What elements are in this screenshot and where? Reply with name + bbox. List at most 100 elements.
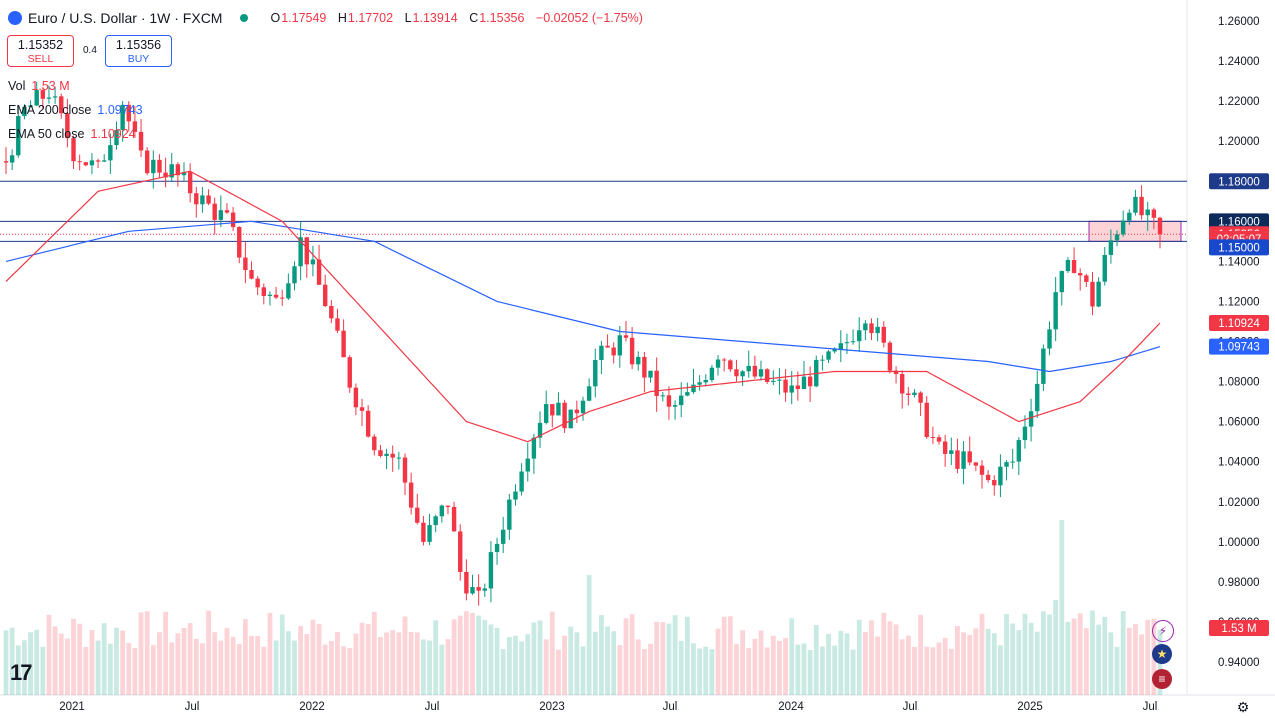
- y-tick-label: 1.12000: [1218, 296, 1260, 308]
- candle-body: [881, 326, 886, 343]
- volume-bar: [819, 646, 825, 695]
- candle-body: [648, 370, 653, 378]
- candle-body: [1090, 281, 1095, 307]
- euro-usd-flag-icon: [8, 11, 22, 25]
- candle-body: [365, 410, 371, 437]
- candle-body: [415, 507, 420, 523]
- ema200-legend[interactable]: EMA 200 close 1.09743: [8, 103, 143, 117]
- candle-body: [34, 90, 39, 106]
- candle-body: [593, 359, 598, 387]
- volume-bar: [310, 619, 316, 695]
- volume-bar: [273, 640, 279, 695]
- candle-body: [476, 587, 481, 591]
- volume-bar: [641, 649, 647, 695]
- volume-bar: [114, 627, 119, 695]
- candle-body: [341, 330, 346, 358]
- volume-bar: [163, 611, 168, 695]
- candle-body: [985, 474, 991, 481]
- sell-button[interactable]: 1.15352 SELL: [7, 35, 74, 67]
- volume-bar: [3, 630, 9, 695]
- candle-body: [899, 373, 905, 394]
- volume-bar: [556, 649, 561, 695]
- candle-body: [734, 369, 739, 377]
- candle-body: [998, 466, 1003, 486]
- volume-bar: [445, 639, 451, 695]
- price-label-box: [1209, 314, 1269, 331]
- volume-legend[interactable]: Vol 1.53 M: [8, 79, 70, 93]
- volume-bar: [402, 616, 408, 695]
- volume-bar: [316, 623, 322, 695]
- price-label: 1.09743: [1218, 342, 1260, 354]
- volume-bar: [789, 618, 795, 695]
- volume-bar: [433, 620, 439, 695]
- candle-body: [1145, 209, 1150, 216]
- candle-body: [1047, 329, 1052, 349]
- candle-body: [795, 385, 801, 390]
- volume-bar: [1047, 614, 1052, 695]
- volume-bar: [1053, 600, 1059, 695]
- candle-body: [187, 172, 193, 194]
- market-open-icon: [240, 14, 249, 22]
- candle-body: [286, 283, 291, 299]
- volume-bar: [899, 639, 905, 695]
- candle-body: [1127, 212, 1132, 221]
- volume-bar: [463, 611, 469, 695]
- volume-bar: [322, 644, 328, 695]
- candle-body: [237, 227, 242, 258]
- volume-bar: [592, 631, 598, 695]
- candle-body: [243, 257, 248, 271]
- symbol-title[interactable]: Euro / U.S. Dollar · 1W · FXCM: [28, 10, 223, 26]
- candle-body: [378, 450, 383, 456]
- candle-body: [537, 422, 543, 438]
- candle-body: [887, 342, 893, 371]
- settings-gear-icon[interactable]: ⚙: [1236, 698, 1250, 715]
- volume-bar: [1126, 627, 1132, 695]
- volume-bar: [138, 612, 144, 695]
- volume-bar: [740, 630, 745, 695]
- candle-body: [893, 370, 899, 374]
- tradingview-logo-icon[interactable]: 17: [10, 660, 33, 685]
- candle-body: [396, 457, 402, 459]
- volume-bar: [985, 628, 991, 695]
- candle-body: [672, 405, 678, 407]
- volume-bar: [519, 641, 525, 695]
- volume-bar: [427, 640, 432, 695]
- volume-bar: [120, 630, 126, 695]
- candle-body: [157, 159, 162, 173]
- volume-bar: [126, 642, 132, 695]
- candle-body: [906, 393, 911, 396]
- lightning-icon[interactable]: ⚡: [1152, 620, 1174, 642]
- volume-bar: [304, 633, 310, 695]
- candle-body: [108, 145, 113, 161]
- volume-bar: [1077, 613, 1083, 695]
- volume-bar: [28, 632, 33, 695]
- y-tick-label: 1.04000: [1218, 457, 1260, 469]
- eu-flag-icon[interactable]: ★: [1152, 644, 1172, 664]
- y-tick-label: 1.24000: [1218, 56, 1260, 68]
- volume-bar: [948, 648, 954, 695]
- volume-bar: [408, 631, 414, 695]
- volume-bar: [961, 632, 966, 695]
- candle-body: [1010, 461, 1015, 463]
- volume-bar: [764, 647, 770, 695]
- volume-bar: [414, 632, 420, 695]
- volume-bar: [95, 640, 101, 695]
- candle-body: [40, 90, 46, 99]
- volume-bar: [482, 620, 488, 695]
- candle-body: [586, 386, 592, 401]
- candle-body: [390, 453, 395, 458]
- price-label: 1.18000: [1218, 176, 1260, 188]
- candle-body: [519, 471, 524, 492]
- volume-bar: [181, 627, 187, 695]
- candle-body: [955, 450, 960, 469]
- candle-body: [194, 193, 199, 205]
- volume-bar: [22, 640, 27, 695]
- price-label-box: [1209, 173, 1269, 190]
- us-flag-icon[interactable]: ≡: [1152, 669, 1172, 689]
- candle-body: [697, 382, 702, 385]
- ema50-legend[interactable]: EMA 50 close 1.10924: [8, 127, 136, 141]
- buy-button[interactable]: 1.15356 BUY: [105, 35, 172, 67]
- volume-bar: [1071, 618, 1077, 695]
- volume-bar: [353, 633, 359, 695]
